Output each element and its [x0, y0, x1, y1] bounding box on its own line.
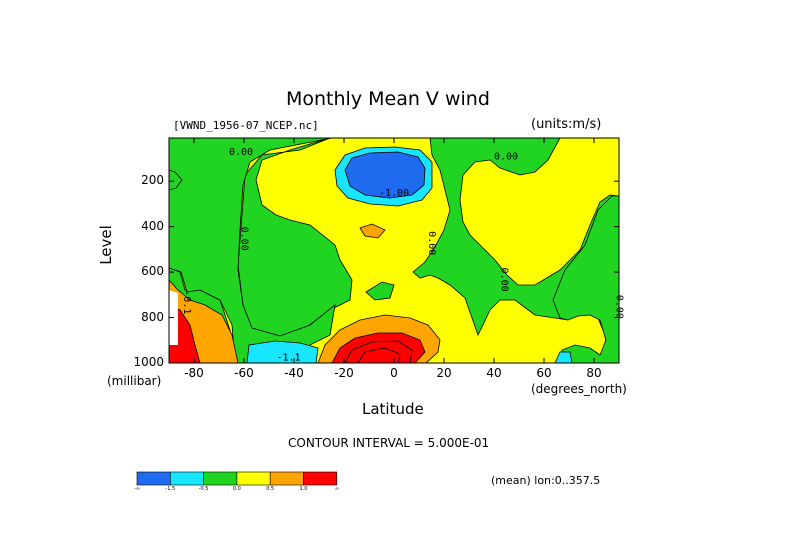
colorbar	[136, 471, 338, 486]
contour-label: -1.00	[379, 188, 409, 199]
colorbar-swatch	[203, 471, 238, 486]
y-units-label: (millibar)	[107, 374, 162, 388]
colorbar-swatch	[170, 471, 204, 486]
colorbar-label: 1.0	[299, 486, 308, 492]
colorbar-swatch	[136, 471, 171, 486]
units-label: (units:m/s)	[531, 117, 602, 132]
contour-label: 0.00	[239, 227, 250, 251]
y-tick-label: 800	[141, 309, 164, 324]
contour-label: -1.1	[277, 353, 301, 364]
x-tick-label: -20	[334, 366, 354, 380]
x-tick-label: 60	[536, 366, 552, 380]
colorbar-label: 0.5	[266, 486, 275, 492]
colorbar-label: -∞	[134, 486, 140, 492]
colorbar-swatch	[236, 471, 271, 486]
y-ticks	[169, 180, 619, 364]
y-tick-label: 200	[141, 173, 164, 188]
field-orange-small	[359, 223, 386, 239]
colorbar-label: -1.5	[165, 486, 176, 492]
x-tick-label: 20	[436, 366, 452, 380]
colorbar-swatch	[269, 471, 304, 486]
x-tick-label: -60	[234, 366, 254, 380]
mean-note: (mean) lon:0..357.5	[491, 474, 601, 487]
field-green-left-fill	[169, 138, 336, 363]
x-tick-label: -40	[284, 366, 304, 380]
x-axis-label: Latitude	[362, 400, 424, 418]
x-units-label: (degrees_north)	[531, 382, 627, 396]
contour-label: 0.00	[229, 147, 253, 158]
field-green-left	[169, 138, 353, 363]
contour-label: 0.00	[614, 295, 625, 319]
contour-label: -0.1	[181, 290, 192, 314]
y-tick-label: 1000	[133, 355, 164, 369]
field-cyan-right	[554, 351, 573, 363]
field-cyan-surface	[246, 340, 319, 363]
field-blue-jet	[344, 151, 426, 199]
chart-title: Monthly Mean V wind	[286, 88, 490, 110]
y-tick-label: 400	[141, 218, 164, 233]
contour-label: 0.00	[494, 152, 518, 163]
y-tick-label: 600	[141, 264, 164, 279]
y-axis-label: Level	[96, 225, 115, 265]
x-tick-label: -80	[184, 366, 204, 380]
contour-label: 0.00	[426, 231, 437, 255]
colorbar-swatch	[303, 471, 338, 486]
contour-interval: CONTOUR INTERVAL = 5.000E-01	[288, 436, 490, 450]
field-green-top-left	[169, 169, 183, 191]
x-tick-label: 80	[586, 366, 602, 380]
field-red-surface	[331, 332, 426, 363]
colorbar-label: -0.5	[198, 486, 209, 492]
x-tick-label: 0	[390, 366, 398, 380]
colorbar-label: 0.0	[232, 486, 241, 492]
field-green-small	[365, 281, 395, 301]
field-green-right-lower	[552, 195, 619, 363]
colorbar-label: ∞	[334, 486, 339, 492]
dataset-label: [VWND_1956-07_NCEP.nc]	[173, 119, 319, 132]
contour-labels: 0.00 0.00 0.00 0.00 0.00 0.00 -1.00 -0.1 -1.1	[181, 147, 625, 364]
contour-field	[169, 138, 619, 363]
contour-label: 0.00	[499, 268, 510, 292]
x-ticks	[193, 138, 595, 363]
x-tick-label: 40	[486, 366, 502, 380]
